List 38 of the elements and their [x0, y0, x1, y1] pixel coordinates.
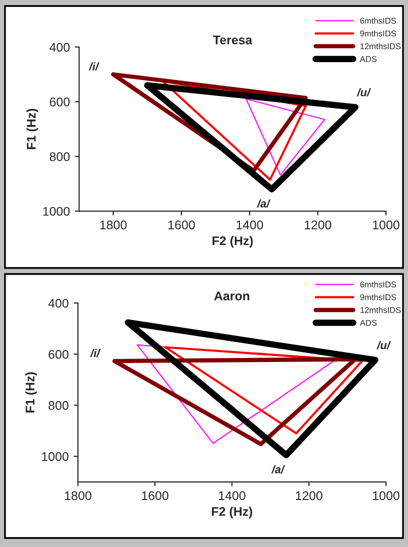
legend-label: 12mthsIDS: [360, 43, 401, 50]
annotation: /u/: [376, 340, 391, 350]
x-tick-label: 1000: [373, 491, 400, 500]
y-axis-title: F1 (Hz): [25, 372, 37, 412]
y-tick-label: 800: [50, 152, 70, 162]
x-axis-title: F2 (Hz): [212, 236, 253, 248]
annotation: /u/: [356, 88, 372, 96]
y-tick-label: 600: [50, 98, 70, 106]
annotation: /a/: [256, 199, 271, 208]
legend-label: 6mthsIDS: [360, 281, 396, 288]
y-axis-title: F1 (Hz): [26, 108, 38, 150]
x-tick-label: 1200: [296, 491, 322, 500]
y-tick-label: 400: [50, 42, 70, 52]
x-tick-label: 1800: [100, 220, 127, 230]
x-tick-label: 1000: [373, 220, 400, 230]
chart-title: Teresa: [213, 36, 252, 44]
legend-label: ADS: [360, 56, 377, 62]
x-tick-label: 1400: [219, 491, 246, 500]
x-tick-label: 1200: [304, 220, 332, 230]
legend-label: ADS: [360, 320, 377, 326]
legend-label: 9mthsIDS: [360, 294, 396, 300]
legend-label: 9mthsIDS: [360, 30, 396, 36]
annotation: /i/: [88, 62, 100, 71]
x-tick-label: 1400: [236, 220, 264, 230]
chart-title: Aaron: [214, 292, 250, 300]
x-tick-label: 1800: [64, 491, 92, 500]
y-tick-label: 1000: [43, 206, 70, 216]
y-tick-label: 800: [48, 401, 68, 410]
x-tick-label: 1600: [168, 220, 195, 230]
y-tick-label: 600: [48, 350, 68, 359]
annotation: /i/: [90, 348, 101, 358]
legend-label: 6mthsIDS: [360, 18, 396, 24]
x-axis-title: F2 (Hz): [212, 506, 252, 518]
y-tick-label: 1000: [42, 452, 68, 462]
annotation: /a/: [271, 465, 286, 474]
legend-label: 12mthsIDS: [360, 306, 401, 313]
x-tick-label: 1600: [142, 491, 168, 500]
y-tick-label: 400: [48, 298, 68, 308]
